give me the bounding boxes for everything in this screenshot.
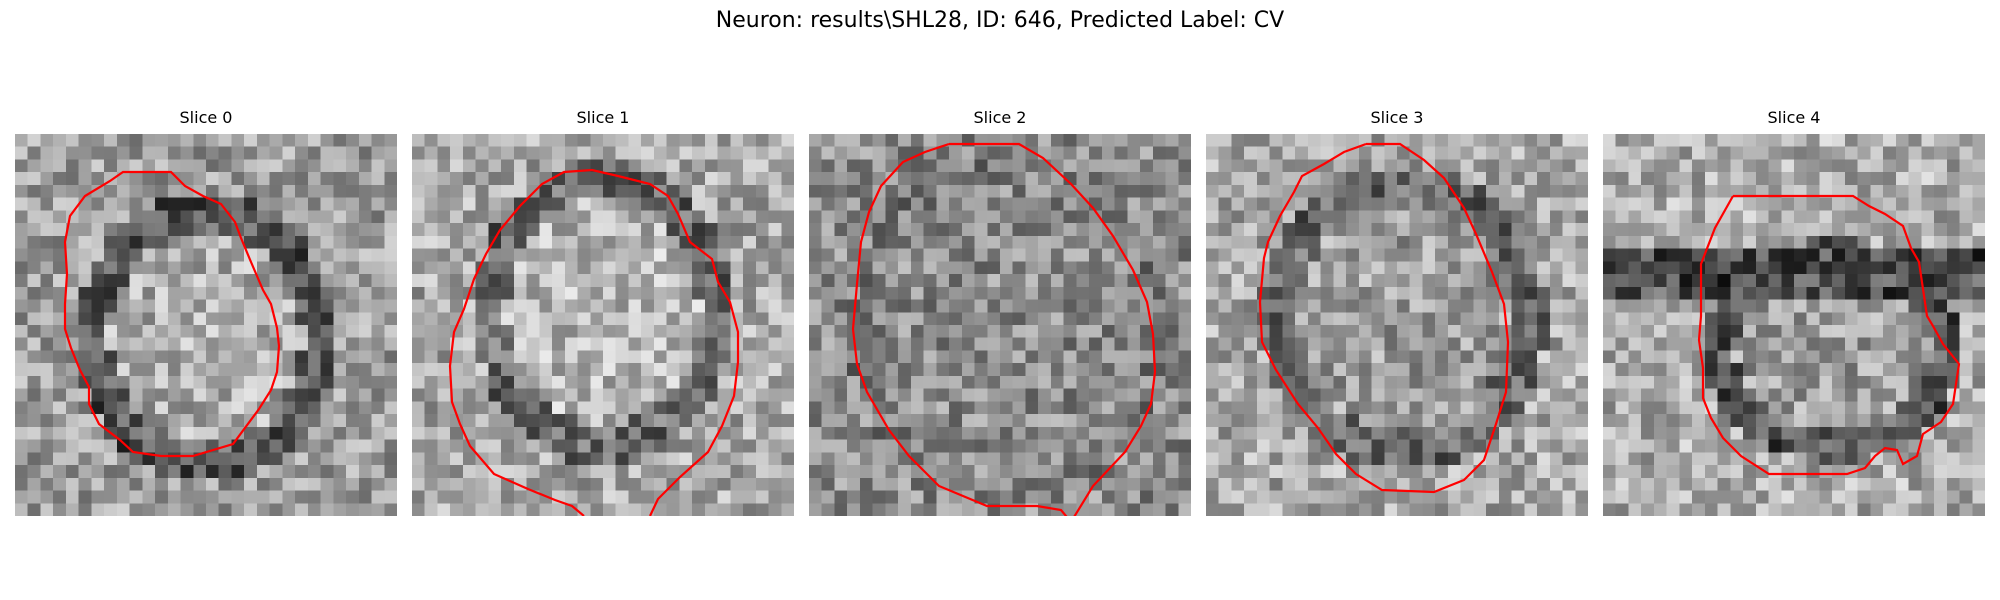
segmentation-contour-2 [851,142,1157,516]
slice-title-2: Slice 2 [973,108,1027,127]
segmentation-contour-0 [63,170,281,458]
segmentation-contour-3 [1258,142,1510,494]
slice-title-4: Slice 4 [1767,108,1821,127]
slice-title-3: Slice 3 [1370,108,1424,127]
figure-title: Neuron: results\SHL28, ID: 646, Predicte… [715,8,1285,33]
slice-title-0: Slice 0 [179,108,233,127]
segmentation-contour-1 [448,168,740,516]
segmentation-contour-4 [1697,194,1961,476]
slice-image-4 [1603,134,1985,516]
slice-image-3 [1206,134,1588,516]
slice-image-2 [809,134,1191,516]
slice-panels: Slice 0 Slice 1 Slice 2 Slice 3 Slice 4 [15,0,1985,600]
slice-title-1: Slice 1 [576,108,630,127]
